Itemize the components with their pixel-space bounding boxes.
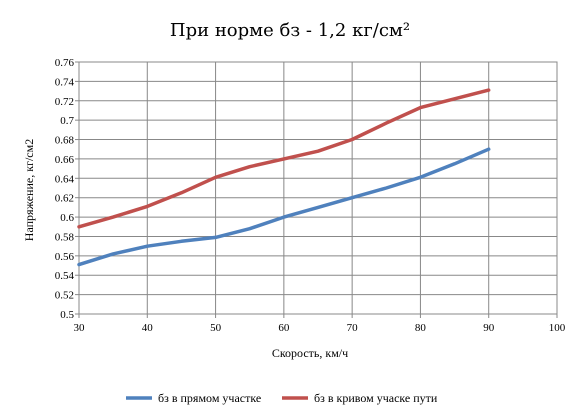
x-tick-label: 30 — [74, 322, 86, 334]
legend: бз в прямом участке бз в кривом учаске пу… — [126, 391, 438, 405]
series-line-1 — [77, 147, 491, 267]
legend-label-2: бз в кривом учаске пути — [314, 391, 438, 405]
x-tick-label: 90 — [483, 322, 495, 334]
y-tick-label: 0.6 — [60, 212, 74, 224]
y-axis-label: Напряжение, кг/см2 — [22, 139, 36, 241]
chart-title: При норме бз - 1,2 кг/см² — [170, 20, 410, 41]
plot-area — [78, 61, 558, 315]
x-axis-ticks: 30 40 50 60 70 80 90 100 — [74, 314, 566, 334]
y-tick-label: 0.74 — [55, 76, 75, 88]
y-tick-label: 0.62 — [55, 193, 74, 205]
series-line-2 — [77, 88, 491, 229]
y-tick-label: 0.5 — [60, 309, 74, 321]
y-tick-label: 0.56 — [55, 251, 75, 263]
x-tick-label: 50 — [210, 322, 222, 334]
legend-label-1: бз в прямом участке — [158, 391, 261, 405]
y-tick-label: 0.76 — [55, 57, 75, 69]
x-tick-label: 100 — [549, 322, 566, 334]
grid-lines — [78, 61, 558, 315]
series-lines — [77, 88, 491, 267]
x-tick-label: 40 — [142, 322, 154, 334]
y-tick-label: 0.64 — [55, 173, 75, 185]
x-axis-label: Скорость, км/ч — [272, 346, 348, 360]
x-tick-label: 70 — [347, 322, 359, 334]
y-tick-label: 0.52 — [55, 290, 74, 302]
y-tick-label: 0.58 — [55, 231, 75, 243]
y-tick-label: 0.66 — [55, 154, 75, 166]
x-tick-label: 80 — [415, 322, 427, 334]
x-tick-label: 60 — [278, 322, 290, 334]
y-tick-label: 0.54 — [55, 270, 75, 282]
y-tick-label: 0.72 — [55, 96, 74, 108]
y-tick-label: 0.7 — [60, 115, 74, 127]
plot-border — [78, 61, 558, 315]
y-tick-label: 0.68 — [55, 135, 75, 147]
y-axis-ticks: 0.5 0.52 0.54 0.56 0.58 0.6 0.62 0.64 0.66 0.68 0.… — [55, 57, 79, 321]
